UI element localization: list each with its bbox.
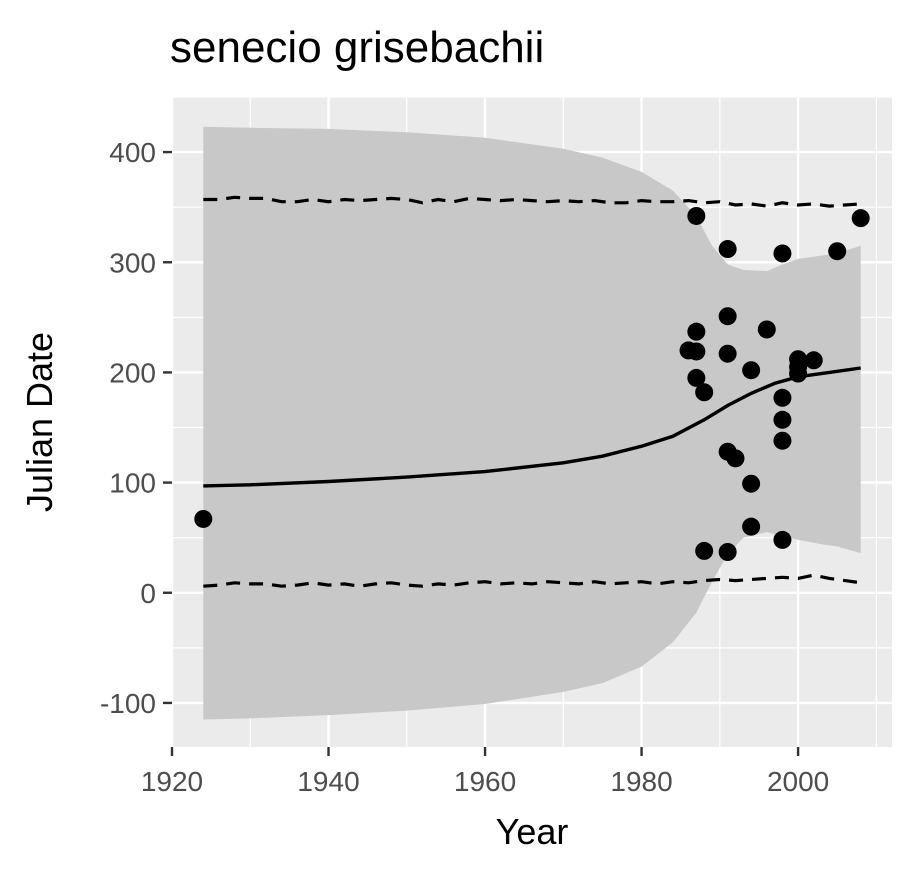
data-point (687, 206, 706, 225)
y-tick-label: -100 (100, 688, 156, 719)
data-point (695, 383, 714, 402)
data-point (718, 543, 737, 561)
y-tick-label: 0 (140, 578, 156, 609)
x-axis-title: Year (496, 811, 569, 852)
data-point (773, 410, 792, 429)
data-point (718, 307, 737, 326)
x-tick-label: 1940 (297, 766, 359, 797)
x-axis: 1920 1940 1960 1980 2000 (141, 747, 829, 797)
data-point (718, 344, 737, 363)
y-tick-label: 200 (109, 357, 156, 388)
data-point (828, 242, 847, 261)
data-point (726, 449, 745, 468)
data-point (773, 431, 792, 450)
y-tick-label: 300 (109, 247, 156, 278)
x-tick-label: 1920 (141, 766, 203, 797)
data-point (687, 368, 706, 387)
data-point (742, 474, 761, 493)
data-point (194, 509, 213, 528)
data-point (789, 364, 808, 383)
y-axis-title: Julian Date (19, 332, 60, 512)
data-point (687, 322, 706, 341)
data-point (773, 530, 792, 549)
x-tick-label: 2000 (767, 766, 829, 797)
x-tick-label: 1980 (610, 766, 672, 797)
data-point (718, 240, 737, 259)
data-point (851, 209, 870, 228)
fit-line (203, 366, 861, 488)
y-tick-label: 100 (109, 468, 156, 499)
data-point (757, 320, 776, 339)
y-axis: -100 0 100 200 300 400 (100, 137, 172, 719)
data-point (742, 517, 761, 536)
data-point (804, 351, 823, 370)
dashed-lower-line (203, 573, 861, 588)
data-point (695, 541, 714, 560)
chart-title: senecio grisebachii (170, 23, 544, 72)
y-tick-label: 400 (109, 137, 156, 168)
data-point (773, 244, 792, 263)
data-point (742, 361, 761, 380)
data-point (773, 388, 792, 407)
data-points (194, 206, 870, 561)
confidence-ribbon (203, 126, 861, 720)
dashed-upper-line (203, 195, 861, 208)
data-point (687, 342, 706, 361)
x-tick-label: 1960 (454, 766, 516, 797)
